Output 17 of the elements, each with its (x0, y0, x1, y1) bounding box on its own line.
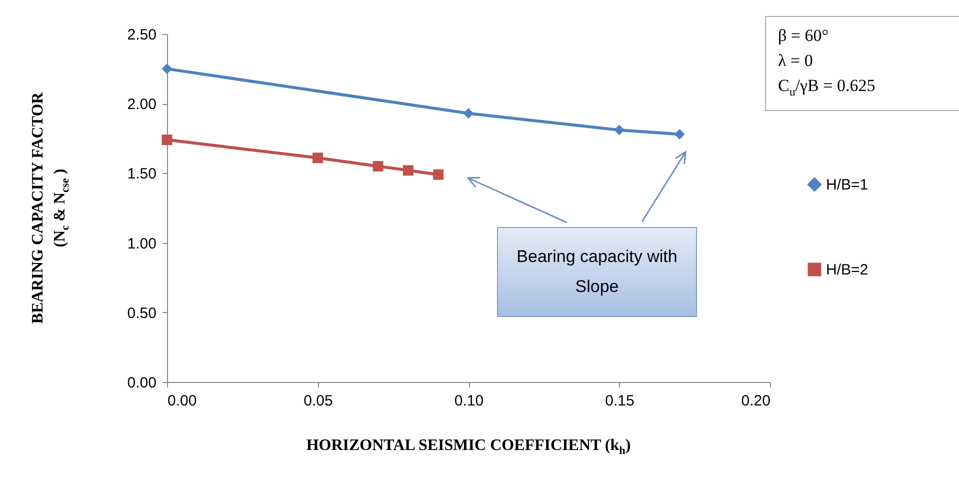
y-tick-label: 1.50 (127, 166, 156, 183)
x-tick-label: 0.00 (168, 392, 197, 410)
x-tick-label: 0.15 (605, 392, 634, 410)
x-axis-title: HORIZONTAL SEISMIC COEFFICIENT (k$_{h}$) (306, 437, 631, 458)
annotation: Bearing capacity with Slope (516, 246, 678, 298)
y-tick-label: 2.50 (127, 26, 156, 44)
callout-box: Bearing capacity with Slope (497, 227, 697, 317)
legend-label: H/B=2 (826, 262, 868, 278)
legend-label: H/B=1 (826, 176, 868, 194)
text-box: β = 60° λ = 0 C$_{u}$/γB = 0.625 (765, 16, 959, 112)
y-tick-label: 0.50 (127, 304, 156, 322)
x-tick-label: 0.10 (454, 392, 484, 410)
y-tick-label: 2.00 (127, 96, 156, 114)
y-tick-label: 1.00 (127, 235, 156, 252)
x-tick-label: 0.20 (741, 392, 770, 410)
y-tick-label: 0.00 (127, 374, 156, 392)
x-tick-label: 0.05 (304, 392, 333, 410)
